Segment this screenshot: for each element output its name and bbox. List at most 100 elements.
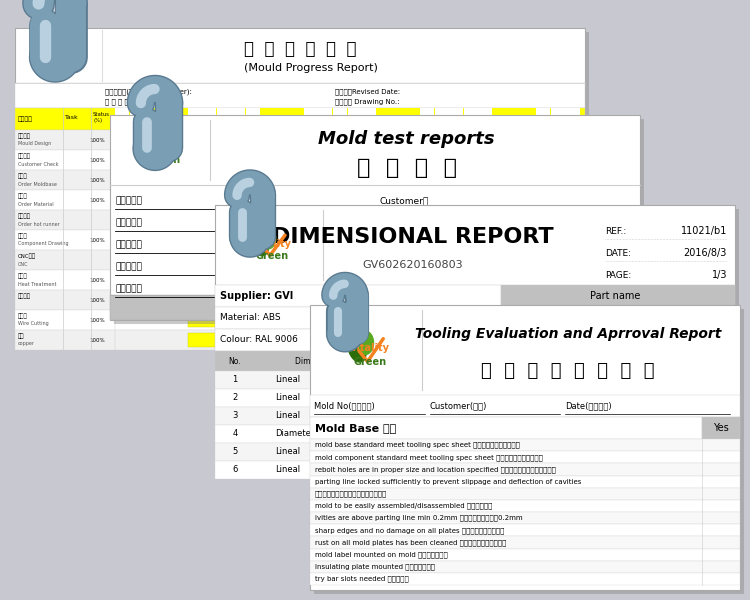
Text: 100%: 100% [89,277,105,283]
Text: 试模时间：: 试模时间： [115,263,142,271]
FancyBboxPatch shape [310,463,740,475]
Text: mold base standard meet tooling spec sheet 模胚标准符合模具规格表: mold base standard meet tooling spec she… [315,442,520,448]
Text: 进度跟踪: 进度跟踪 [18,116,33,122]
FancyBboxPatch shape [215,407,735,425]
Text: 9: 9 [237,115,240,121]
Text: 5: 5 [232,448,238,457]
FancyBboxPatch shape [188,173,290,187]
Text: 22: 22 [424,115,430,121]
FancyBboxPatch shape [15,150,585,170]
Text: 模  具  出  货  检  验  报  告: 模 具 出 货 检 验 报 告 [482,362,655,380]
Text: 12: 12 [279,115,285,121]
FancyBboxPatch shape [702,417,740,439]
Text: 100%: 100% [89,178,105,182]
Text: 17: 17 [352,115,358,121]
FancyBboxPatch shape [551,108,565,130]
FancyBboxPatch shape [319,108,332,130]
FancyBboxPatch shape [314,309,744,594]
FancyBboxPatch shape [376,108,391,130]
Text: try bar slots needed 撬模槽已做: try bar slots needed 撬模槽已做 [315,575,409,582]
Text: Status
(%): Status (%) [93,113,110,123]
Polygon shape [260,228,277,250]
FancyBboxPatch shape [449,108,464,130]
FancyBboxPatch shape [435,108,448,130]
Text: 7: 7 [208,115,211,121]
Text: 100%: 100% [89,337,105,343]
Text: 5: 5 [178,115,182,121]
Text: Mold No：: Mold No： [380,218,422,227]
Text: 20: 20 [395,115,401,121]
Polygon shape [43,43,59,63]
FancyBboxPatch shape [231,108,245,130]
Text: PAGE:: PAGE: [605,271,631,280]
FancyBboxPatch shape [15,170,585,190]
FancyBboxPatch shape [15,190,585,210]
FancyBboxPatch shape [310,536,740,548]
FancyBboxPatch shape [15,310,585,330]
Text: Lineal: Lineal [275,412,300,421]
Text: 模具工程师(Tooling Engineer):: 模具工程师(Tooling Engineer): [105,88,192,95]
Text: 1: 1 [232,376,238,385]
Text: rust on all mold plates has been cleaned 所有模板表面锈迹已清除: rust on all mold plates has been cleaned… [315,539,506,546]
Text: 1/3: 1/3 [712,270,727,280]
FancyBboxPatch shape [536,108,550,130]
FancyBboxPatch shape [347,108,362,130]
FancyBboxPatch shape [215,425,735,443]
Text: Wire Cutting: Wire Cutting [18,322,49,326]
FancyBboxPatch shape [15,270,585,290]
FancyBboxPatch shape [310,500,740,512]
Text: Vitality: Vitality [145,145,184,155]
Text: 2016/8/3: 2016/8/3 [684,248,727,258]
FancyBboxPatch shape [333,108,347,130]
Text: GV602620160803: GV602620160803 [362,260,463,270]
Text: 23: 23 [439,115,445,121]
FancyBboxPatch shape [310,395,740,417]
Text: 31: 31 [555,115,561,121]
FancyBboxPatch shape [15,330,585,350]
Text: Dim. Type: Dim. Type [295,356,333,365]
Text: 13: 13 [293,115,300,121]
Text: 2: 2 [135,115,138,121]
Text: Mold test reports: Mold test reports [319,130,495,148]
Text: CNC加工: CNC加工 [18,253,36,259]
Text: Vitality: Vitality [252,239,292,249]
FancyBboxPatch shape [406,108,420,130]
FancyBboxPatch shape [274,108,289,130]
FancyBboxPatch shape [310,417,702,439]
FancyBboxPatch shape [522,108,536,130]
FancyBboxPatch shape [215,443,735,461]
Text: Time：: Time： [380,263,407,271]
Polygon shape [144,136,162,160]
FancyBboxPatch shape [493,108,507,130]
FancyBboxPatch shape [15,28,585,308]
FancyBboxPatch shape [188,293,435,307]
Text: 19: 19 [381,115,387,121]
Text: Green: Green [353,357,386,367]
FancyBboxPatch shape [310,548,740,560]
Text: 颜色编号：: 颜色编号： [115,241,142,250]
FancyBboxPatch shape [246,108,259,130]
Text: 6: 6 [194,115,196,121]
Text: 100%: 100% [89,197,105,202]
Text: 100%: 100% [89,137,105,142]
Text: 28: 28 [512,115,518,121]
Text: parting line locked sufficiently to prevent slippage and deflection of cavities: parting line locked sufficiently to prev… [315,479,581,485]
Text: 24: 24 [453,115,460,121]
Text: Supplier: GVI: Supplier: GVI [220,291,293,301]
Text: REF.:: REF.: [605,226,626,235]
Text: 2: 2 [232,394,238,403]
FancyBboxPatch shape [478,108,492,130]
Text: Yes: Yes [713,423,729,433]
FancyBboxPatch shape [215,285,501,307]
Text: 15: 15 [322,115,328,121]
Text: Lineal: Lineal [275,466,300,475]
Text: 磨床加工: 磨床加工 [18,293,31,299]
Text: 产品名称：: 产品名称： [115,196,142,205]
Text: mold component standard meet tooling spec sheet 配件标准符合模具规格表: mold component standard meet tooling spe… [315,454,543,461]
FancyBboxPatch shape [464,108,478,130]
FancyBboxPatch shape [310,451,740,463]
FancyBboxPatch shape [310,475,740,488]
FancyBboxPatch shape [188,273,333,287]
FancyBboxPatch shape [188,313,391,327]
Text: 100%: 100% [89,298,105,302]
